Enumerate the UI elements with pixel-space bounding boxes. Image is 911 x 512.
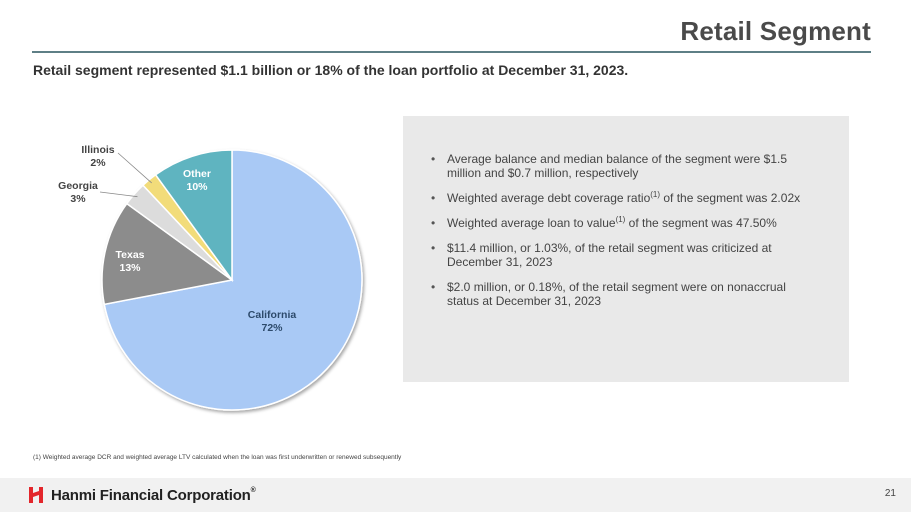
page-number: 21 (884, 488, 896, 499)
pie-slice-other (154, 149, 233, 283)
bullet-text: Weighted average loan to value (447, 216, 616, 230)
slice-label-illinois: Illinois (81, 144, 114, 156)
bullet-text: of the segment was 47.50% (625, 216, 777, 230)
summary-bullet: $2.0 million, or 0.18%, of the retail se… (429, 280, 809, 308)
slice-value-texas: 13% (119, 262, 141, 274)
bullet-text: Weighted average debt coverage ratio (447, 191, 651, 205)
slice-value-illinois: 2% (90, 157, 106, 169)
company-name: Hanmi Financial Corporation (51, 486, 251, 504)
slice-value-georgia: 3% (70, 193, 86, 205)
bullet-text: $2.0 million, or 0.18%, of the retail se… (447, 280, 786, 308)
bullet-text: Average balance and median balance of th… (447, 152, 788, 180)
summary-bullet: Weighted average debt coverage ratio(1) … (429, 190, 809, 206)
summary-panel: Average balance and median balance of th… (403, 116, 849, 382)
slice-label-california: California (248, 309, 297, 321)
trademark-symbol: ® (250, 486, 256, 494)
slice-value-california: 72% (261, 322, 283, 334)
page-title: Retail Segment (680, 16, 871, 46)
slice-value-other: 10% (186, 181, 208, 193)
hanmi-logo-icon (29, 487, 43, 503)
title-divider (32, 51, 871, 53)
leader-line-georgia (99, 191, 138, 198)
summary-bullet: Weighted average loan to value(1) of the… (429, 215, 809, 231)
footnote-marker: (1) (650, 190, 661, 199)
summary-bullet: $11.4 million, or 1.03%, of the retail s… (429, 241, 809, 269)
bullet-text: $11.4 million, or 1.03%, of the retail s… (447, 241, 772, 269)
slice-label-texas: Texas (116, 249, 145, 261)
summary-bullet: Average balance and median balance of th… (429, 152, 809, 180)
footnote: (1) Weighted average DCR and weighted av… (33, 454, 402, 461)
footer-bar (0, 478, 911, 512)
leader-line-illinois (117, 152, 152, 184)
slice-label-other: Other (183, 168, 211, 180)
pie-slice-texas (101, 202, 234, 306)
company-logo: Hanmi Financial Corporation® (27, 486, 256, 504)
slice-label-georgia: Georgia (58, 180, 98, 192)
page-subtitle: Retail segment represented $1.1 billion … (33, 62, 629, 78)
bullet-text: of the segment was 2.02x (660, 191, 801, 205)
summary-bullet-list: Average balance and median balance of th… (403, 116, 849, 308)
footnote-marker: (1) (615, 215, 626, 224)
